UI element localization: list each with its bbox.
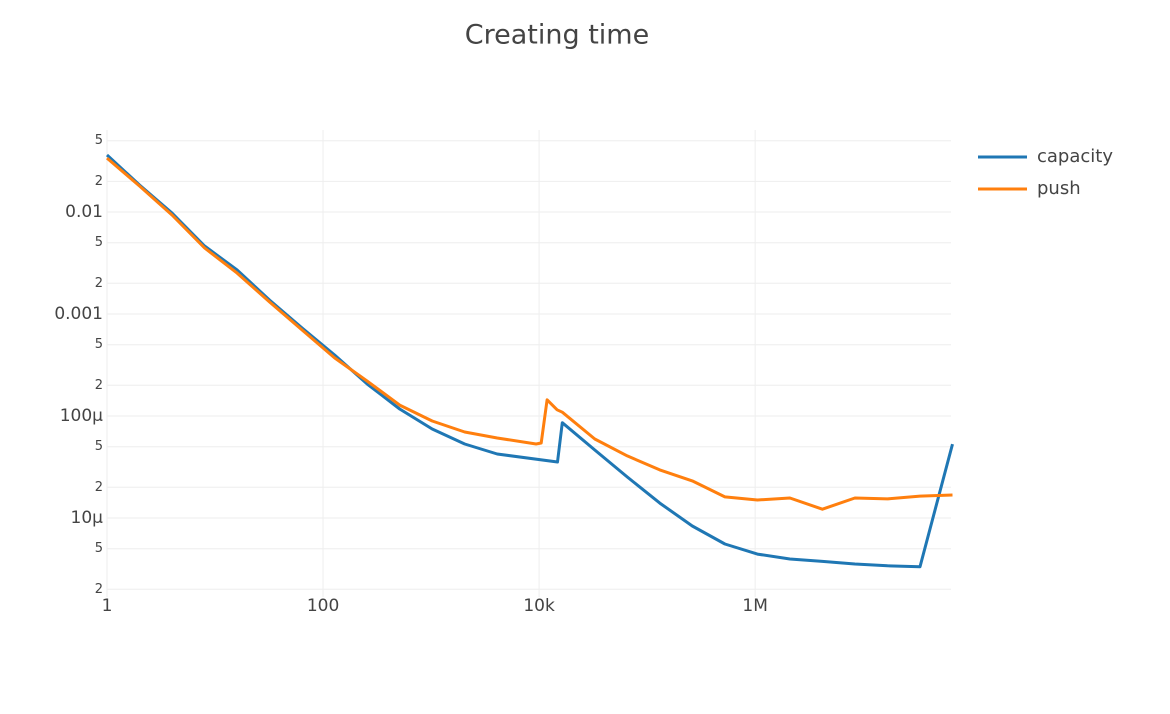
y-tick-label: 2 (95, 174, 103, 189)
legend-label: capacity (1037, 146, 1113, 167)
y-tick-label: 5 (95, 439, 103, 454)
y-tick-label: 5 (95, 337, 103, 352)
y-tick-label: 2 (95, 276, 103, 291)
x-tick-label: 1M (742, 596, 767, 616)
x-tick-label: 10k (523, 596, 555, 616)
line-series (106, 156, 953, 511)
y-tick-label: 10µ (71, 508, 104, 528)
y-tick-label: 0.01 (65, 202, 103, 222)
y-tick-label: 2 (95, 582, 103, 597)
y-tick-label: 2 (95, 480, 103, 495)
chart-title: Creating time (465, 20, 649, 51)
legend-label: push (1037, 178, 1081, 199)
line-series (105, 153, 954, 569)
x-tick-label: 100 (307, 596, 339, 616)
y-tick-label: 5 (95, 235, 103, 250)
y-tick-label: 0.001 (54, 304, 103, 324)
y-tick-label: 2 (95, 378, 103, 393)
y-tick-label: 100µ (60, 406, 103, 426)
y-tick-label: 5 (95, 541, 103, 556)
y-tick-label: 5 (95, 133, 103, 148)
x-tick-label: 1 (102, 596, 113, 616)
